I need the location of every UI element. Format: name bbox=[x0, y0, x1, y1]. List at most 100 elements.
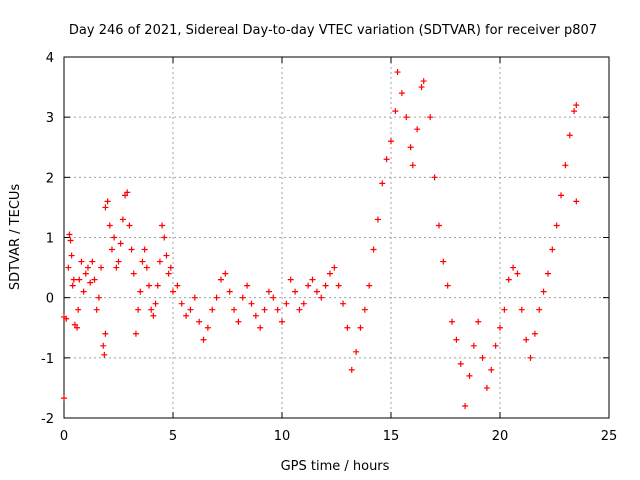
data-point bbox=[235, 318, 242, 325]
data-point bbox=[566, 132, 573, 139]
data-point bbox=[148, 306, 155, 313]
data-point bbox=[93, 306, 100, 313]
data-point bbox=[226, 288, 233, 295]
data-point bbox=[348, 366, 355, 373]
data-point bbox=[470, 342, 477, 349]
x-tick-label: 25 bbox=[601, 429, 618, 444]
data-point bbox=[82, 270, 89, 277]
data-point bbox=[248, 300, 255, 307]
y-axis-label: SDTVAR / TECUs bbox=[8, 184, 23, 291]
data-point bbox=[309, 276, 316, 283]
data-point bbox=[523, 336, 530, 343]
data-point bbox=[68, 252, 75, 259]
data-point bbox=[536, 306, 543, 313]
data-point bbox=[204, 324, 211, 331]
y-tick-label: -2 bbox=[41, 412, 54, 427]
data-point bbox=[75, 306, 82, 313]
data-point bbox=[170, 288, 176, 295]
data-point bbox=[156, 258, 163, 265]
x-tick-label: 15 bbox=[383, 429, 400, 444]
data-point bbox=[101, 351, 108, 358]
data-point bbox=[353, 348, 360, 355]
data-point bbox=[178, 300, 185, 307]
data-point bbox=[261, 306, 268, 313]
data-point bbox=[514, 270, 521, 277]
data-point bbox=[252, 312, 259, 319]
data-point bbox=[326, 270, 333, 277]
data-point bbox=[139, 258, 146, 265]
data-point bbox=[80, 288, 87, 295]
data-point bbox=[313, 288, 320, 295]
chart-title: Day 246 of 2021, Sidereal Day-to-day VTE… bbox=[69, 23, 597, 38]
data-point bbox=[117, 240, 124, 247]
y-tick-label: 3 bbox=[46, 111, 54, 126]
data-point bbox=[69, 282, 76, 289]
data-point bbox=[392, 108, 399, 115]
data-point bbox=[283, 300, 290, 307]
data-point bbox=[89, 258, 96, 265]
data-point bbox=[475, 318, 482, 325]
data-point bbox=[518, 306, 525, 313]
data-point bbox=[128, 246, 135, 253]
data-point bbox=[102, 204, 109, 211]
data-point bbox=[209, 306, 216, 313]
data-point bbox=[135, 306, 142, 313]
data-point bbox=[335, 282, 342, 289]
data-point bbox=[61, 395, 67, 402]
data-point bbox=[501, 306, 508, 313]
data-point bbox=[573, 198, 580, 205]
data-point bbox=[440, 258, 447, 265]
y-tick-label: 1 bbox=[46, 232, 54, 247]
data-point bbox=[488, 366, 495, 373]
data-point bbox=[510, 264, 517, 271]
x-tick-label: 10 bbox=[274, 429, 291, 444]
data-point bbox=[74, 324, 81, 331]
data-point bbox=[296, 306, 303, 313]
data-point bbox=[318, 294, 325, 301]
grid bbox=[64, 57, 609, 418]
data-point bbox=[265, 288, 272, 295]
data-point bbox=[167, 264, 174, 271]
data-point bbox=[102, 330, 109, 337]
data-point bbox=[414, 126, 421, 133]
data-point bbox=[420, 78, 427, 85]
data-point bbox=[558, 192, 565, 199]
data-point bbox=[183, 312, 190, 319]
data-point bbox=[130, 270, 137, 277]
data-point bbox=[98, 264, 105, 271]
data-point bbox=[163, 252, 170, 259]
data-point bbox=[66, 231, 73, 238]
x-tick-label: 20 bbox=[492, 429, 509, 444]
data-point bbox=[418, 84, 425, 91]
data-point bbox=[435, 222, 442, 229]
data-point bbox=[87, 279, 94, 286]
data-point bbox=[497, 324, 503, 331]
data-point bbox=[196, 318, 203, 325]
data-point bbox=[361, 306, 368, 313]
data-point bbox=[553, 222, 560, 229]
data-point bbox=[111, 234, 118, 241]
data-point bbox=[91, 276, 98, 283]
data-point bbox=[187, 306, 194, 313]
data-point bbox=[100, 342, 107, 349]
data-point bbox=[398, 90, 405, 97]
y-tick-label: 2 bbox=[46, 171, 54, 186]
data-point bbox=[108, 246, 115, 253]
data-series bbox=[61, 69, 580, 409]
data-point bbox=[466, 372, 473, 379]
data-point bbox=[449, 318, 456, 325]
data-point bbox=[444, 282, 451, 289]
data-point bbox=[78, 258, 85, 265]
data-point bbox=[200, 336, 207, 343]
data-point bbox=[137, 288, 144, 295]
data-point bbox=[67, 237, 74, 244]
data-point bbox=[174, 282, 181, 289]
data-point bbox=[244, 282, 251, 289]
data-point bbox=[165, 270, 172, 277]
data-point bbox=[505, 276, 512, 283]
data-point bbox=[431, 174, 438, 181]
data-point bbox=[492, 342, 499, 349]
data-point bbox=[239, 294, 246, 301]
data-point bbox=[122, 192, 129, 199]
